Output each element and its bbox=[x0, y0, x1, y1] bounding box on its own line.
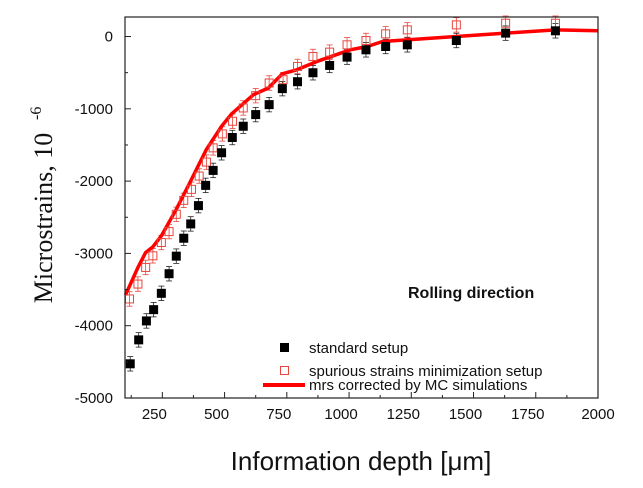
legend-marker-spurious bbox=[280, 366, 289, 375]
data-point-spurious bbox=[217, 129, 227, 139]
data-point-spurious bbox=[179, 195, 189, 205]
data-point-spurious bbox=[201, 157, 211, 167]
data-point-standard bbox=[156, 288, 166, 298]
data-point-standard bbox=[149, 305, 159, 315]
data-point-spurious bbox=[342, 40, 352, 50]
data-point-spurious bbox=[148, 251, 158, 261]
legend: standard setup spurious strains minimiza… bbox=[263, 340, 542, 394]
data-point-standard bbox=[193, 201, 203, 211]
data-point-spurious bbox=[238, 103, 248, 113]
x-tick-label: 1750 bbox=[511, 406, 544, 423]
y-tick-label: -5000 bbox=[75, 390, 113, 407]
data-point-spurious bbox=[228, 116, 238, 126]
legend-marker-standard bbox=[280, 343, 289, 352]
data-point-spurious bbox=[402, 25, 412, 35]
x-tick-label: 1000 bbox=[324, 406, 357, 423]
data-point-standard bbox=[208, 165, 218, 175]
data-point-spurious bbox=[381, 29, 391, 39]
data-point-spurious bbox=[325, 47, 335, 57]
data-point-standard bbox=[325, 60, 335, 70]
data-point-standard bbox=[308, 68, 318, 78]
data-point-spurious bbox=[501, 18, 511, 28]
x-tick-label: 500 bbox=[204, 406, 229, 423]
data-point-standard bbox=[264, 100, 274, 110]
annotation-rolling-direction: Rolling direction bbox=[408, 285, 534, 302]
data-point-spurious bbox=[251, 91, 261, 101]
x-tick-label: 250 bbox=[142, 406, 167, 423]
data-point-standard bbox=[217, 148, 227, 158]
legend-label-mrs: mrs corrected by MC simulations bbox=[309, 377, 527, 394]
x-tick-label: 1500 bbox=[449, 406, 482, 423]
plot-frame bbox=[124, 16, 599, 399]
data-point-spurious bbox=[208, 143, 218, 153]
y-axis-label: Microstrains, 10 bbox=[29, 133, 58, 303]
data-point-spurious bbox=[293, 61, 303, 71]
data-point-standard bbox=[402, 40, 412, 50]
data-point-standard bbox=[293, 77, 303, 87]
data-point-standard bbox=[277, 84, 287, 94]
y-tick-label: -3000 bbox=[75, 245, 113, 262]
data-point-standard bbox=[171, 251, 181, 261]
data-point-standard bbox=[201, 180, 211, 190]
x-axis-label: Information depth [μm] bbox=[231, 446, 492, 476]
data-point-standard bbox=[550, 26, 560, 36]
data-point-standard bbox=[451, 35, 461, 45]
x-tick-label: 750 bbox=[266, 406, 291, 423]
x-tick-label: 2000 bbox=[581, 406, 614, 423]
y-axis-label-exponent: -6 bbox=[28, 107, 45, 120]
data-point-spurious bbox=[194, 171, 204, 181]
data-point-standard bbox=[186, 219, 196, 229]
data-point-standard bbox=[501, 28, 511, 38]
y-tick-label: -2000 bbox=[75, 173, 113, 190]
data-point-standard bbox=[342, 52, 352, 62]
data-point-spurious bbox=[164, 227, 174, 237]
data-point-spurious bbox=[186, 184, 196, 194]
data-point-spurious bbox=[171, 209, 181, 219]
y-tick-label: -4000 bbox=[75, 318, 113, 335]
data-point-spurious bbox=[156, 237, 166, 247]
data-point-spurious bbox=[264, 78, 274, 88]
data-point-spurious bbox=[278, 75, 288, 85]
data-point-standard bbox=[164, 269, 174, 279]
data-point-spurious bbox=[141, 262, 151, 272]
data-point-spurious bbox=[451, 20, 461, 30]
legend-label-standard: standard setup bbox=[309, 340, 408, 357]
data-point-standard bbox=[141, 316, 151, 326]
data-point-spurious bbox=[308, 51, 318, 61]
x-tick-label: 1250 bbox=[387, 406, 420, 423]
data-point-standard bbox=[179, 233, 189, 243]
y-tick-label: -1000 bbox=[75, 101, 113, 118]
data-point-standard bbox=[227, 133, 237, 143]
data-point-standard bbox=[361, 45, 371, 55]
y-tick-label: 0 bbox=[105, 29, 113, 46]
data-point-spurious bbox=[133, 279, 143, 289]
legend-label-spurious: spurious strains minimization setup bbox=[309, 363, 542, 380]
series-line-mrs-corrected bbox=[123, 28, 599, 296]
data-point-standard bbox=[238, 121, 248, 131]
data-point-standard bbox=[381, 41, 391, 51]
data-point-spurious bbox=[361, 35, 371, 45]
data-point-standard bbox=[251, 110, 261, 120]
data-point-standard bbox=[125, 359, 135, 369]
data-point-standard bbox=[134, 335, 144, 345]
